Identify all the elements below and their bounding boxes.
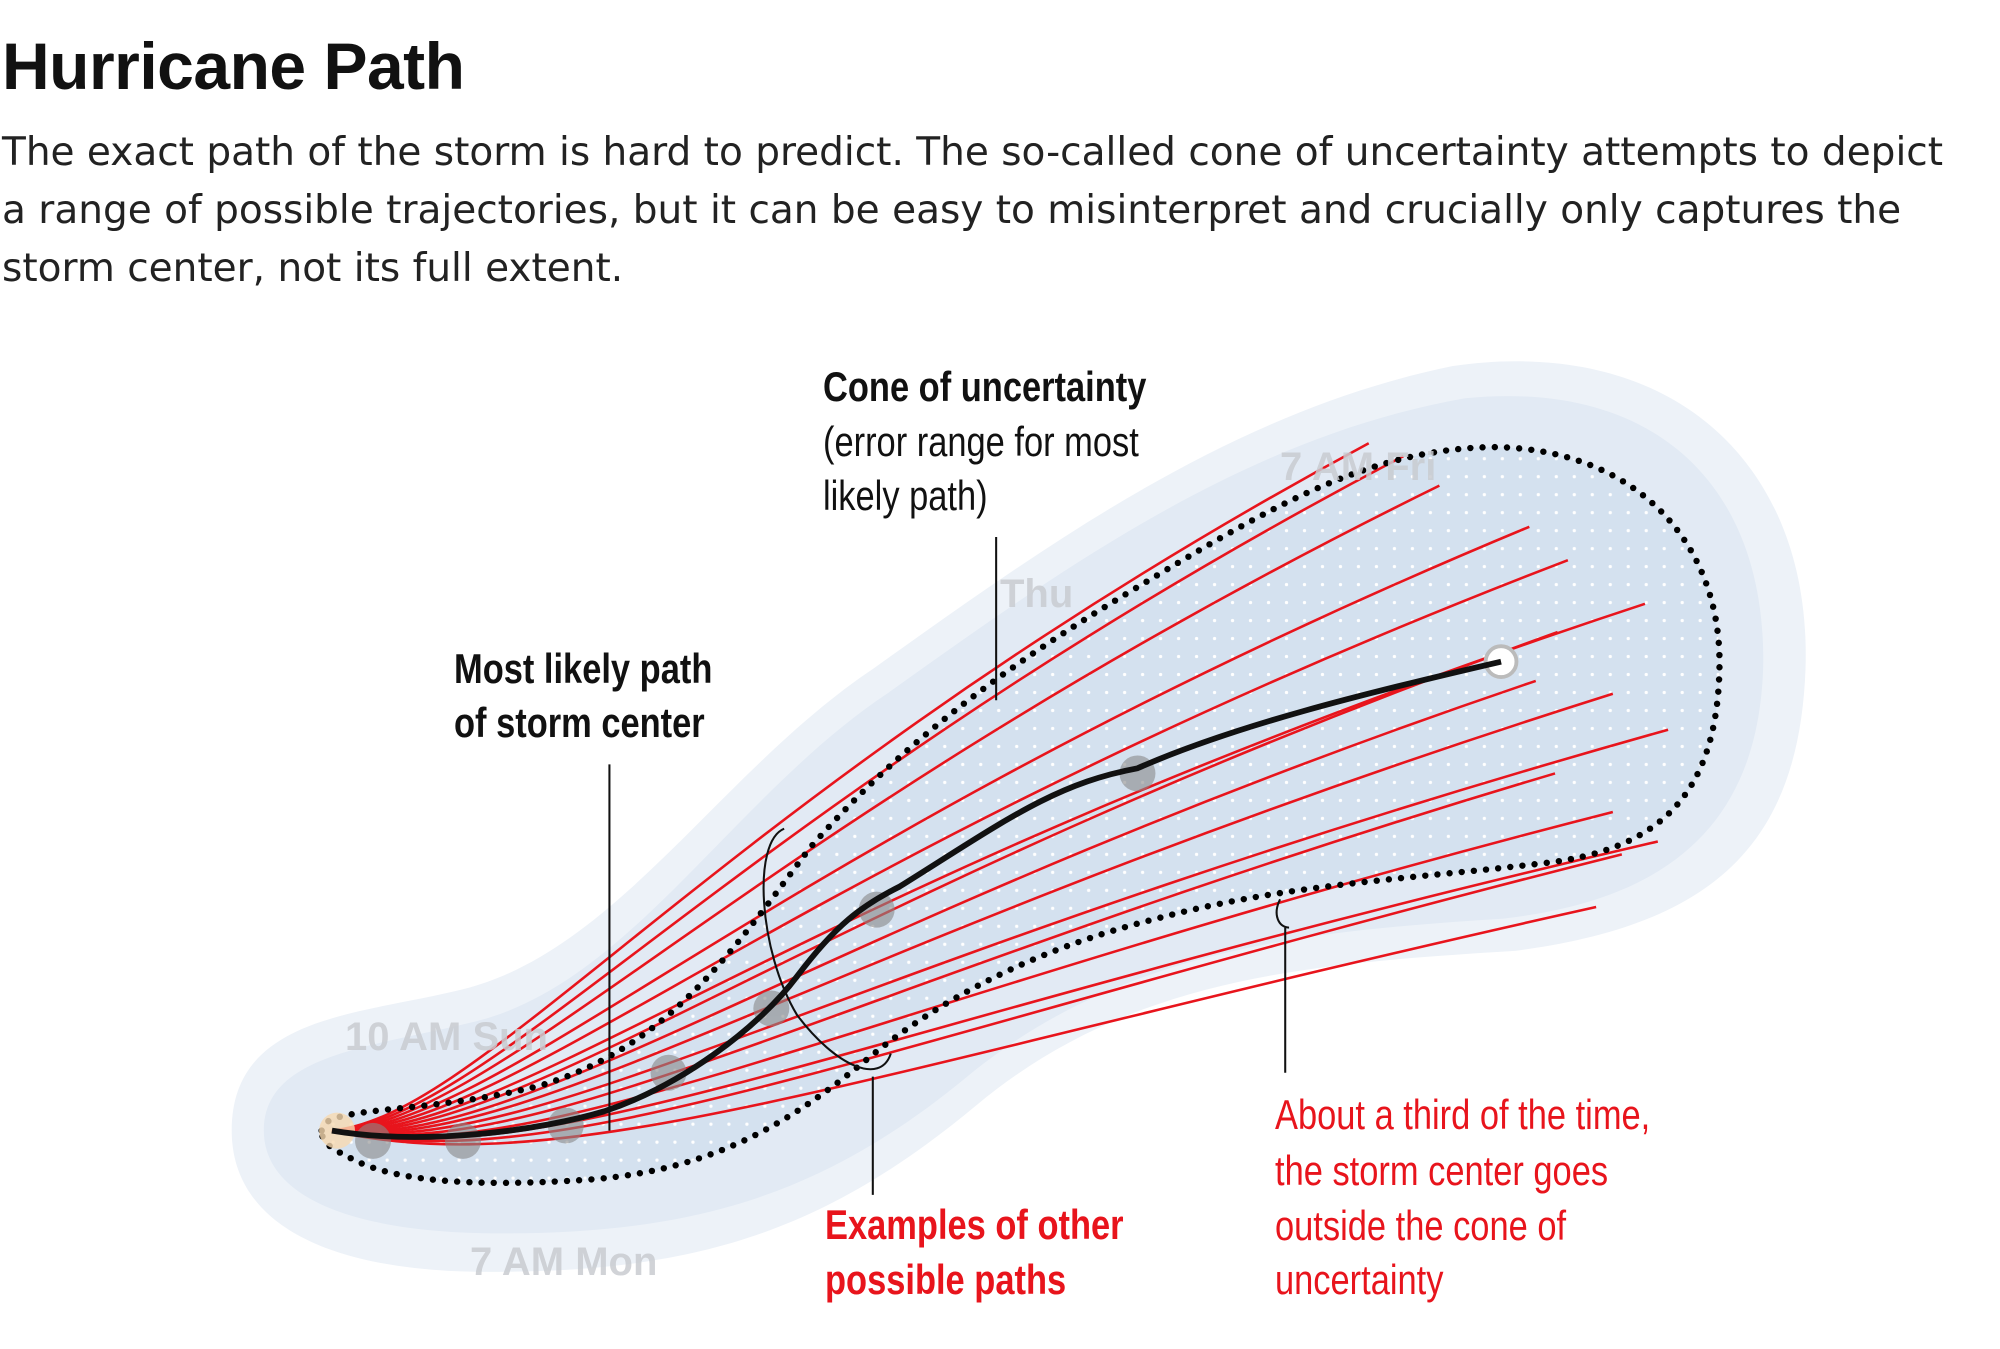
annotation-leaders [608, 537, 1290, 1195]
map-label-thu: Thu [1000, 572, 1074, 616]
examples-label-line1: Examples of other [825, 1201, 1124, 1248]
page-title: Hurricane Path [2, 29, 465, 103]
possible-paths [331, 442, 1669, 1146]
map-label-mon: 7 AM Mon [470, 1240, 658, 1284]
possible-path-line [331, 442, 1370, 1132]
possible-path-line [331, 728, 1669, 1135]
page-description: The exact path of the storm is hard to p… [2, 130, 1944, 291]
possible-path-line [331, 692, 1614, 1134]
likely-path-label-line1: Most likely path [454, 645, 713, 692]
most-likely-path-line [331, 658, 1502, 1140]
outside-label-line3: outside the cone of [1275, 1202, 1567, 1249]
possible-path-line [331, 905, 1597, 1146]
cone-label-title: Cone of uncertainty [823, 363, 1147, 410]
outside-label-line1: About a third of the time, [1275, 1091, 1651, 1138]
cone-label-line1: (error range for most [823, 418, 1139, 465]
outside-label-line4: uncertainty [1275, 1256, 1444, 1303]
possible-path-line [331, 558, 1569, 1132]
possible-path-line [331, 679, 1537, 1134]
cone-label-line2: likely path) [823, 472, 988, 519]
map-label-sun: 10 AM Sun [345, 1015, 548, 1059]
possible-path-line [331, 853, 1623, 1143]
possible-path-line [331, 630, 1559, 1133]
possible-path-line [331, 525, 1530, 1132]
map-label-fri: 7 AM Fri [1280, 445, 1437, 489]
possible-path-line [331, 772, 1556, 1137]
likely-path-label-line2: of storm center [454, 699, 705, 746]
possible-path-line [331, 602, 1646, 1133]
examples-label-line2: possible paths [825, 1256, 1067, 1303]
outside-label-line2: the storm center goes [1275, 1147, 1609, 1194]
